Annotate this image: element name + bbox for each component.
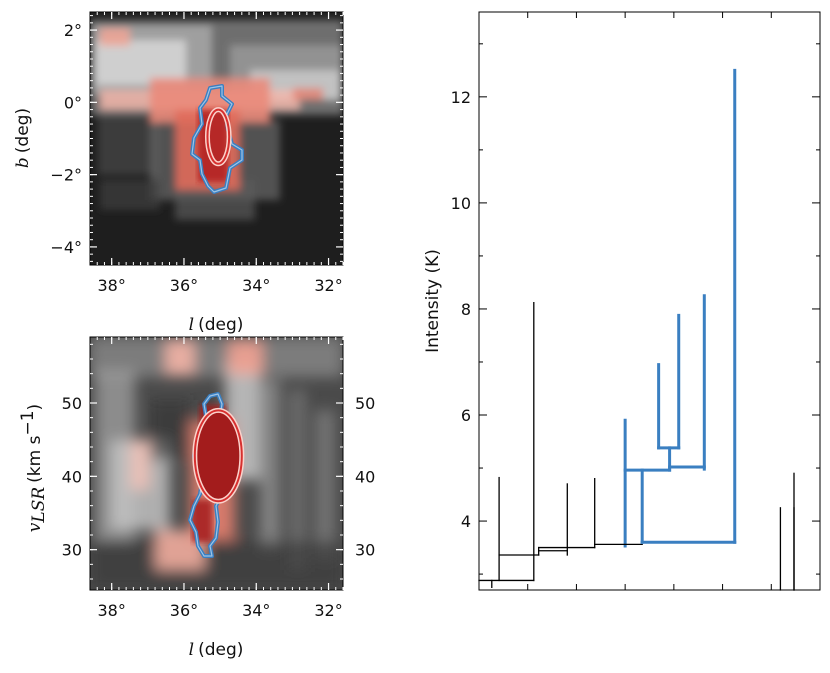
lv-y-axis-label: vLSR(km s−1)	[18, 404, 49, 532]
lv-y-tick-labels-right: 50 40 30	[355, 394, 375, 560]
x-tick-label: 38°	[98, 276, 126, 295]
panel-lv-map: 38° 36° 34° 32° 50 40 30 50 40 30 l (deg) vLSR(k…	[18, 336, 375, 660]
dendro-y-axis-label: Intensity (K)	[423, 249, 443, 353]
lb-x-axis-label: l (deg)	[189, 315, 244, 335]
lb-x-tick-labels: 38° 36° 34° 32°	[98, 276, 343, 295]
y-tick-label: 10	[451, 194, 471, 213]
y-tick-label: 40	[62, 467, 82, 486]
lb-ellipse	[204, 107, 232, 167]
y-tick-label: 12	[451, 88, 471, 107]
y-tick-label-right: 50	[355, 394, 375, 413]
lv-map-image	[90, 337, 343, 590]
lb-ticks	[90, 12, 344, 265]
x-tick-label: 34°	[242, 601, 270, 620]
lb-y-tick-labels: 2° 0° −2° −4°	[50, 21, 82, 257]
y-tick-label: 30	[62, 541, 82, 560]
dendro-ticks	[478, 12, 821, 590]
y-tick-label: 50	[62, 394, 82, 413]
y-tick-label: −4°	[50, 238, 82, 257]
x-tick-label: 38°	[98, 601, 126, 620]
x-tick-label: 36°	[170, 601, 198, 620]
lv-ticks	[90, 337, 344, 590]
x-tick-label: 34°	[242, 276, 270, 295]
lv-frame	[89, 336, 344, 591]
x-tick-label: 36°	[170, 276, 198, 295]
y-tick-label: 0°	[64, 93, 82, 112]
lb-map-image	[90, 12, 343, 265]
y-tick-label: 2°	[64, 21, 82, 40]
panel-dendrogram: 4 6 8 10 12 Intensity (K)	[423, 11, 821, 591]
y-tick-label: 8	[461, 300, 471, 319]
panel-lb-map: 38° 36° 34° 32° 2° 0° −2° −4° l (deg) b(deg)	[13, 11, 344, 335]
dendro-tree	[478, 68, 795, 591]
dendro-frame	[478, 11, 821, 591]
lv-ellipse	[192, 407, 245, 504]
dendro-y-tick-labels: 4 6 8 10 12	[451, 88, 471, 531]
x-tick-label: 32°	[314, 276, 342, 295]
lv-y-tick-labels-left: 50 40 30	[62, 394, 82, 560]
y-tick-label: 4	[461, 512, 471, 531]
x-tick-label: 32°	[314, 601, 342, 620]
lv-x-axis-label: l (deg)	[189, 640, 244, 660]
y-tick-label: −2°	[50, 166, 82, 185]
y-tick-label-right: 40	[355, 467, 375, 486]
lb-y-axis-label: b(deg)	[13, 108, 33, 168]
y-tick-label: 6	[461, 406, 471, 425]
y-tick-label-right: 30	[355, 541, 375, 560]
lv-x-tick-labels: 38° 36° 34° 32°	[98, 601, 343, 620]
